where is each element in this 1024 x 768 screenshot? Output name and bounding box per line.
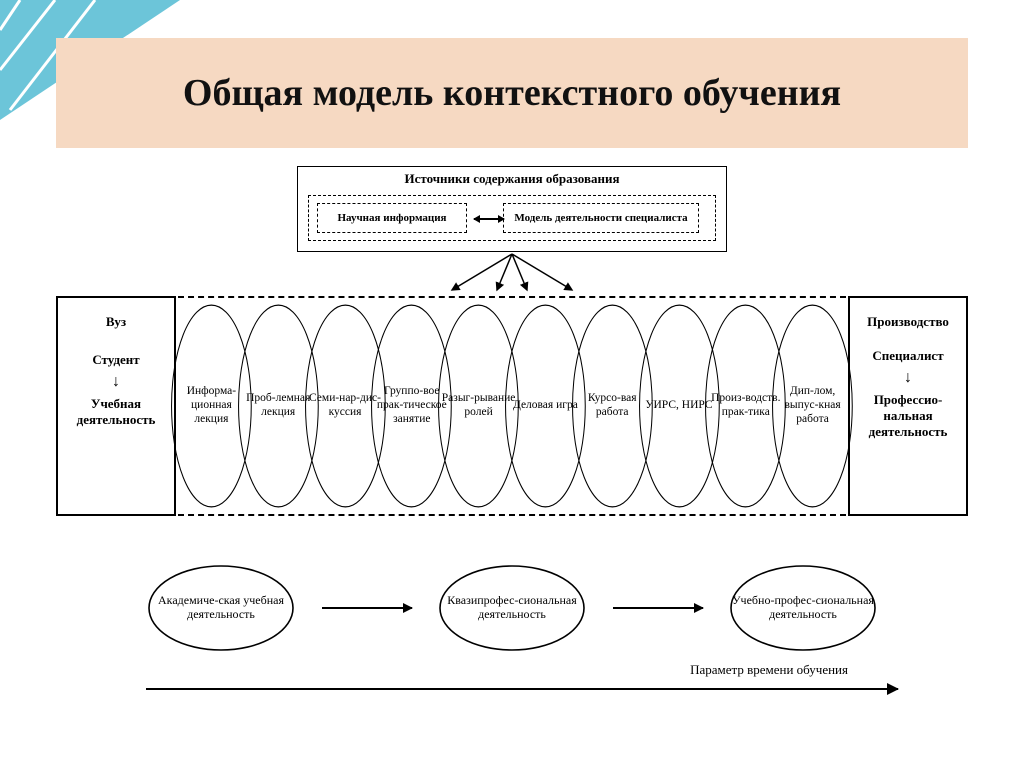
stage-label-9: Дип-лом, выпус-кная работа (770, 302, 855, 510)
right-item-3: Профессио-нальная деятельность (856, 392, 960, 440)
slide-title-band: Общая модель контекстного обучения (56, 38, 968, 148)
left-box: Вуз Студент ↓ Учебная деятельность (56, 296, 176, 516)
sources-left: Научная информация (317, 203, 467, 233)
activity-label-1: Квазипрофес-сиональная деятельность (437, 563, 587, 653)
diagram: Источники содержания образования Научная… (56, 160, 968, 728)
sources-title: Источники содержания образования (298, 167, 726, 189)
timeline-label: Параметр времени обучения (690, 662, 848, 678)
right-item-1: Специалист (856, 348, 960, 364)
slide-title: Общая модель контекстного обучения (183, 71, 841, 115)
right-item-0: Производство (856, 314, 960, 330)
left-arrow: ↓ (64, 374, 168, 390)
circle-arrow-1 (322, 607, 412, 609)
activity-label-2: Учебно-профес-сиональная деятельность (728, 563, 878, 653)
timeline-arrow (146, 688, 898, 690)
activity-circle-1: Квазипрофес-сиональная деятельность (437, 563, 587, 653)
circles-row: Академиче-ская учебная деятельность Квази… (146, 548, 878, 668)
right-box: Производство Специалист ↓ Профессио-наль… (848, 296, 968, 516)
stage-ellipse-9: Дип-лом, выпус-кная работа (770, 302, 855, 510)
sources-box: Источники содержания образования Научная… (297, 166, 727, 252)
fanout-arrows (412, 252, 612, 292)
left-item-3: Учебная деятельность (64, 396, 168, 428)
right-arrow: ↓ (856, 370, 960, 386)
main-band: Вуз Студент ↓ Учебная деятельность Произ… (56, 296, 968, 516)
activity-label-0: Академиче-ская учебная деятельность (146, 563, 296, 653)
sources-double-arrow (474, 218, 504, 220)
circle-arrow-2 (613, 607, 703, 609)
ellipse-row: Информа-ционная лекцияПроб-лемная лекция… (178, 302, 846, 510)
activity-circle-2: Учебно-профес-сиональная деятельность (728, 563, 878, 653)
left-item-1: Студент (64, 352, 168, 368)
activity-circle-0: Академиче-ская учебная деятельность (146, 563, 296, 653)
left-item-0: Вуз (64, 314, 168, 330)
sources-right: Модель деятельности специалиста (503, 203, 699, 233)
sources-inner: Научная информация Модель деятельности с… (308, 195, 716, 241)
